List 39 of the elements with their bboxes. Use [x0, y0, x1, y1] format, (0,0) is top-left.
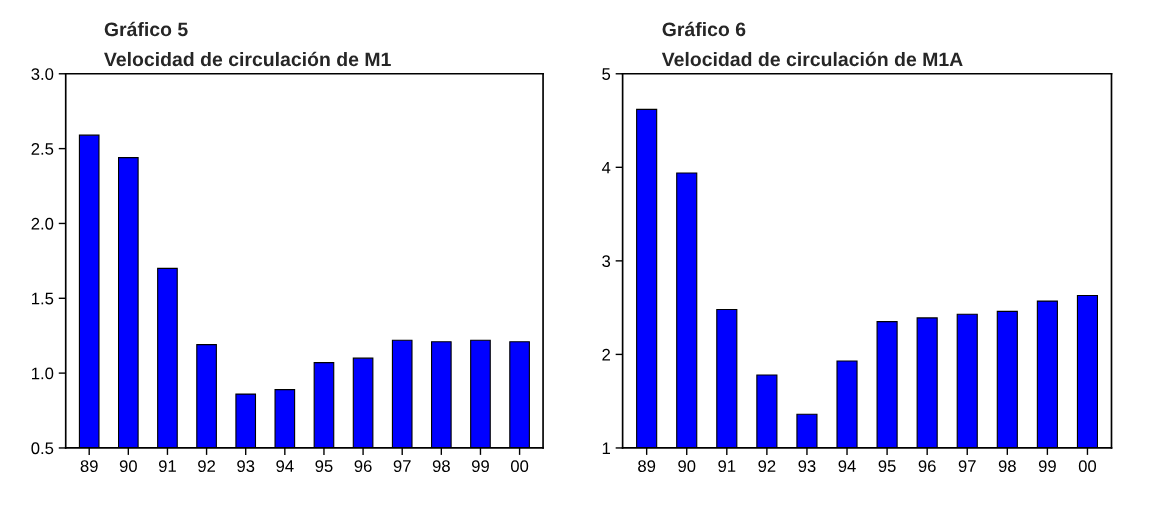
chart-subtitle: Velocidad de circulación de M1: [104, 51, 391, 67]
y-tick-label: 1.0: [32, 367, 54, 380]
y-tick-label: 1: [602, 442, 610, 454]
x-tick-label: 99: [471, 460, 489, 472]
x-tick-label: 96: [354, 460, 372, 472]
x-tick-label: 98: [432, 460, 450, 472]
chart-title: Gráfico 6: [662, 21, 746, 37]
y-tick-label: 2.5: [31, 143, 54, 155]
chart-subtitle: Velocidad de circulación de M1A: [661, 51, 963, 67]
x-tick-label: 00: [1078, 460, 1097, 472]
y-tick-label: 2: [602, 348, 610, 361]
x-tick-label: 99: [1038, 460, 1056, 472]
chart-title: Gráfico 5: [104, 21, 188, 37]
x-tick-label: 90: [119, 460, 137, 472]
x-tick-label: 97: [393, 460, 411, 472]
x-tick-label: 91: [718, 460, 736, 472]
y-tick-label: 4: [601, 161, 611, 174]
x-tick-label: 93: [798, 460, 816, 472]
y-tick-label: 1.5: [32, 292, 54, 305]
x-tick-label: 90: [678, 460, 696, 472]
x-tick-label: 94: [838, 460, 856, 472]
x-tick-label: 95: [315, 460, 333, 472]
x-tick-label: 97: [958, 460, 976, 472]
y-tick-label: 3: [602, 255, 611, 268]
x-tick-label: 92: [198, 460, 216, 472]
x-tick-label: 95: [878, 460, 896, 472]
x-tick-label: 93: [237, 460, 255, 472]
x-tick-label: 89: [80, 460, 98, 472]
y-tick-label: 0.5: [31, 442, 54, 455]
x-tick-label: 94: [276, 460, 294, 472]
x-tick-label: 96: [918, 460, 936, 472]
y-tick-label: 5: [602, 68, 611, 80]
x-tick-label: 89: [638, 460, 656, 472]
x-tick-label: 92: [758, 460, 776, 472]
x-tick-label: 91: [158, 460, 176, 472]
x-tick-label: 00: [510, 460, 529, 472]
x-tick-label: 98: [998, 460, 1016, 472]
y-tick-label: 2.0: [31, 217, 54, 230]
y-tick-label: 3.0: [31, 68, 54, 80]
